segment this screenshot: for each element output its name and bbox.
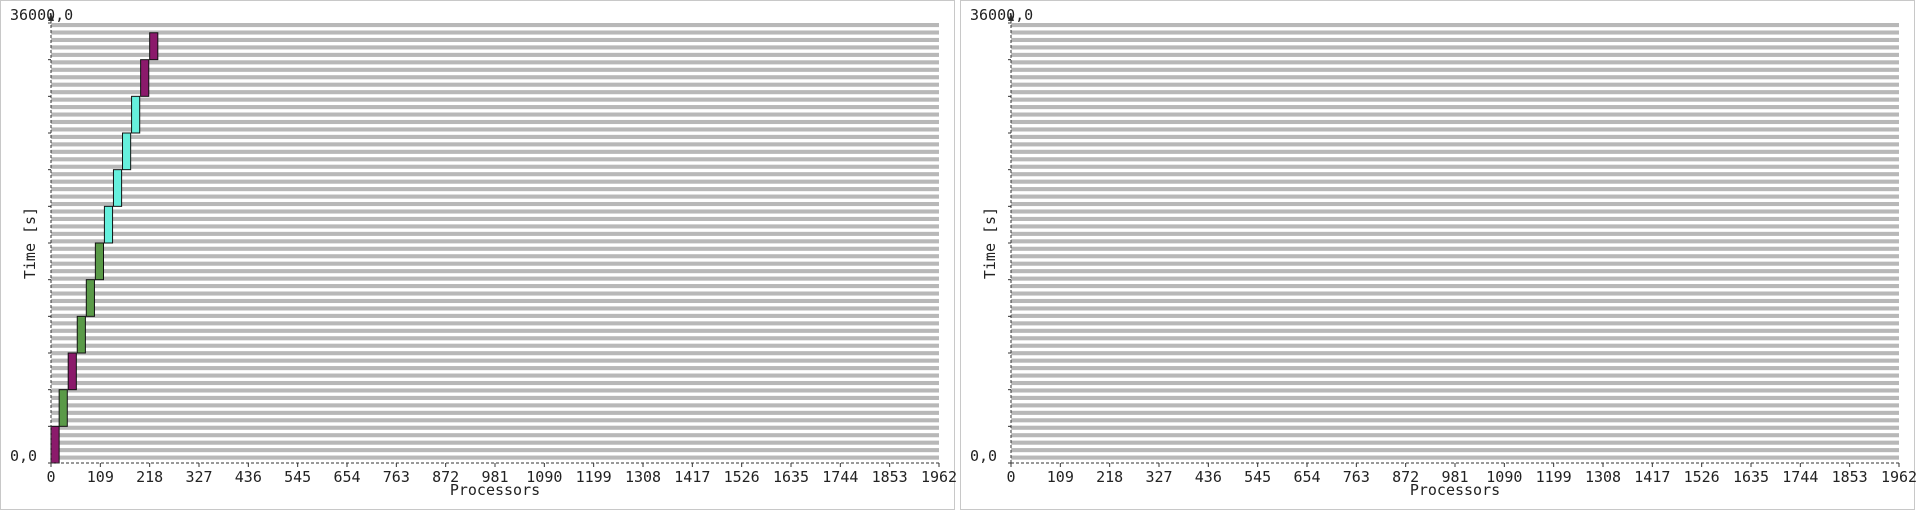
x-tick-label: 1744 (1782, 468, 1818, 486)
x-tick-label: 1090 (526, 468, 562, 486)
x-tick-label: 981 (481, 468, 508, 486)
x-tick-label: 1635 (773, 468, 809, 486)
job-bar-7 (112, 169, 123, 207)
job-bar-8 (122, 132, 132, 171)
x-tick-label: 545 (1244, 468, 1271, 486)
y-min-label: 0,0 (970, 447, 997, 465)
x-tick-label: 763 (1343, 468, 1370, 486)
job-bar-2 (67, 352, 77, 391)
x-axis-title: Processors (450, 481, 540, 499)
x-tick-label: 1308 (1585, 468, 1621, 486)
x-tick-label: 1417 (674, 468, 710, 486)
x-tick-label: 1199 (576, 468, 612, 486)
x-tick-label: 654 (333, 468, 360, 486)
x-tick-label: 218 (1096, 468, 1123, 486)
x-tick-label: 1308 (625, 468, 661, 486)
x-tick-label: 0 (46, 468, 55, 486)
job-bar-1 (58, 389, 68, 427)
x-tick-label: 763 (383, 468, 410, 486)
job-bar-11 (149, 32, 159, 61)
y-axis-arrow-icon (1008, 13, 1014, 21)
gantt-chart-left: 0 109 218 327 436 545 654 763 872 981 1090 1199 1308… (10, 6, 956, 499)
job-bar-10 (140, 59, 150, 97)
x-tick-label: 218 (136, 468, 163, 486)
x-tick-label: 981 (1441, 468, 1468, 486)
y-max-label: 36000,0 (10, 6, 73, 24)
chart-panel-left: 0 109 218 327 436 545 654 763 872 981 1090 1199 1308… (0, 0, 956, 510)
plot-background (51, 23, 939, 463)
x-tick-label: 1526 (1684, 468, 1720, 486)
x-tick-label: 872 (432, 468, 459, 486)
x-tick-label: 327 (185, 468, 212, 486)
x-tick-label: 1744 (822, 468, 858, 486)
x-tick-label: 545 (284, 468, 311, 486)
x-axis-title: Processors (1410, 481, 1500, 499)
job-bar-9 (131, 95, 141, 134)
job-bar-3 (76, 315, 86, 354)
y-axis-arrow-icon (48, 13, 54, 21)
x-tick-label: 654 (1293, 468, 1320, 486)
chart-panel-right: 0 109 218 327 436 545 654 763 872 981 1090 1199 1308… (960, 0, 1916, 510)
x-tick-label: 0 (1006, 468, 1015, 486)
x-tick-label: 1853 (1832, 468, 1868, 486)
x-tick-label: 1853 (872, 468, 908, 486)
x-tick-label: 1962 (921, 468, 956, 486)
job-bar-5 (94, 242, 105, 281)
job-bar-4 (85, 279, 95, 317)
y-axis-title: Time [s] (21, 207, 39, 279)
x-tick-label: 436 (235, 468, 262, 486)
x-tick-label: 1526 (724, 468, 760, 486)
gantt-chart-right: 0 109 218 327 436 545 654 763 872 981 1090 1199 1308… (970, 6, 1916, 499)
x-tick-label: 1962 (1881, 468, 1916, 486)
y-min-label: 0,0 (10, 447, 37, 465)
x-tick-label: 1635 (1733, 468, 1769, 486)
plot-background (1011, 23, 1899, 463)
x-tick-label: 1090 (1486, 468, 1522, 486)
y-max-label: 36000,0 (970, 6, 1033, 24)
x-tick-label: 109 (1047, 468, 1074, 486)
x-tick-label: 327 (1145, 468, 1172, 486)
x-tick-label: 1417 (1634, 468, 1670, 486)
x-tick-label: 109 (87, 468, 114, 486)
x-tick-label: 436 (1195, 468, 1222, 486)
y-axis-title: Time [s] (981, 207, 999, 279)
x-tick-label: 872 (1392, 468, 1419, 486)
job-bar-0 (50, 425, 60, 464)
job-bar-6 (103, 205, 114, 244)
x-tick-label: 1199 (1536, 468, 1572, 486)
